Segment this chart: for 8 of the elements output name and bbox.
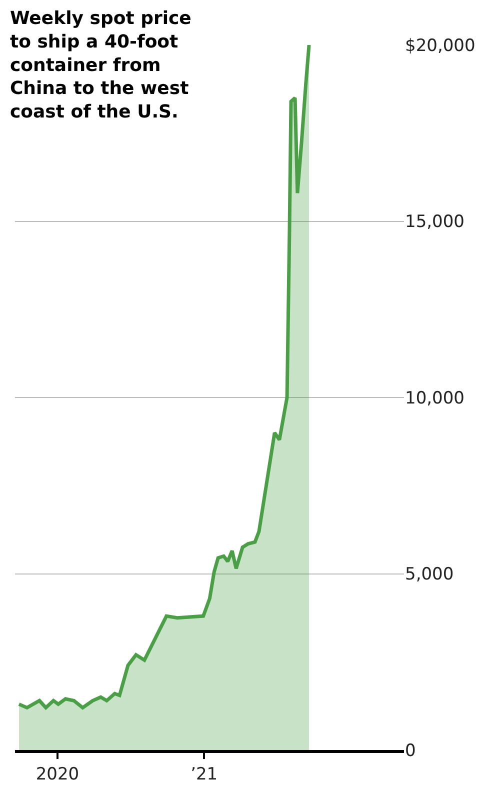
y-tick-label: 10,000 bbox=[405, 388, 464, 408]
y-tick-label: $20,000 bbox=[405, 36, 476, 56]
y-tick-label: 15,000 bbox=[405, 212, 464, 232]
y-tick-label: 0 bbox=[405, 740, 416, 761]
x-tick-label: 2020 bbox=[36, 764, 80, 784]
x-tick-label: ’21 bbox=[190, 764, 218, 784]
text: Weekly spot price to ship a 40-foot container from China to the west coast of the U.S. bbox=[10, 8, 192, 123]
y-tick-label: 5,000 bbox=[405, 564, 454, 585]
